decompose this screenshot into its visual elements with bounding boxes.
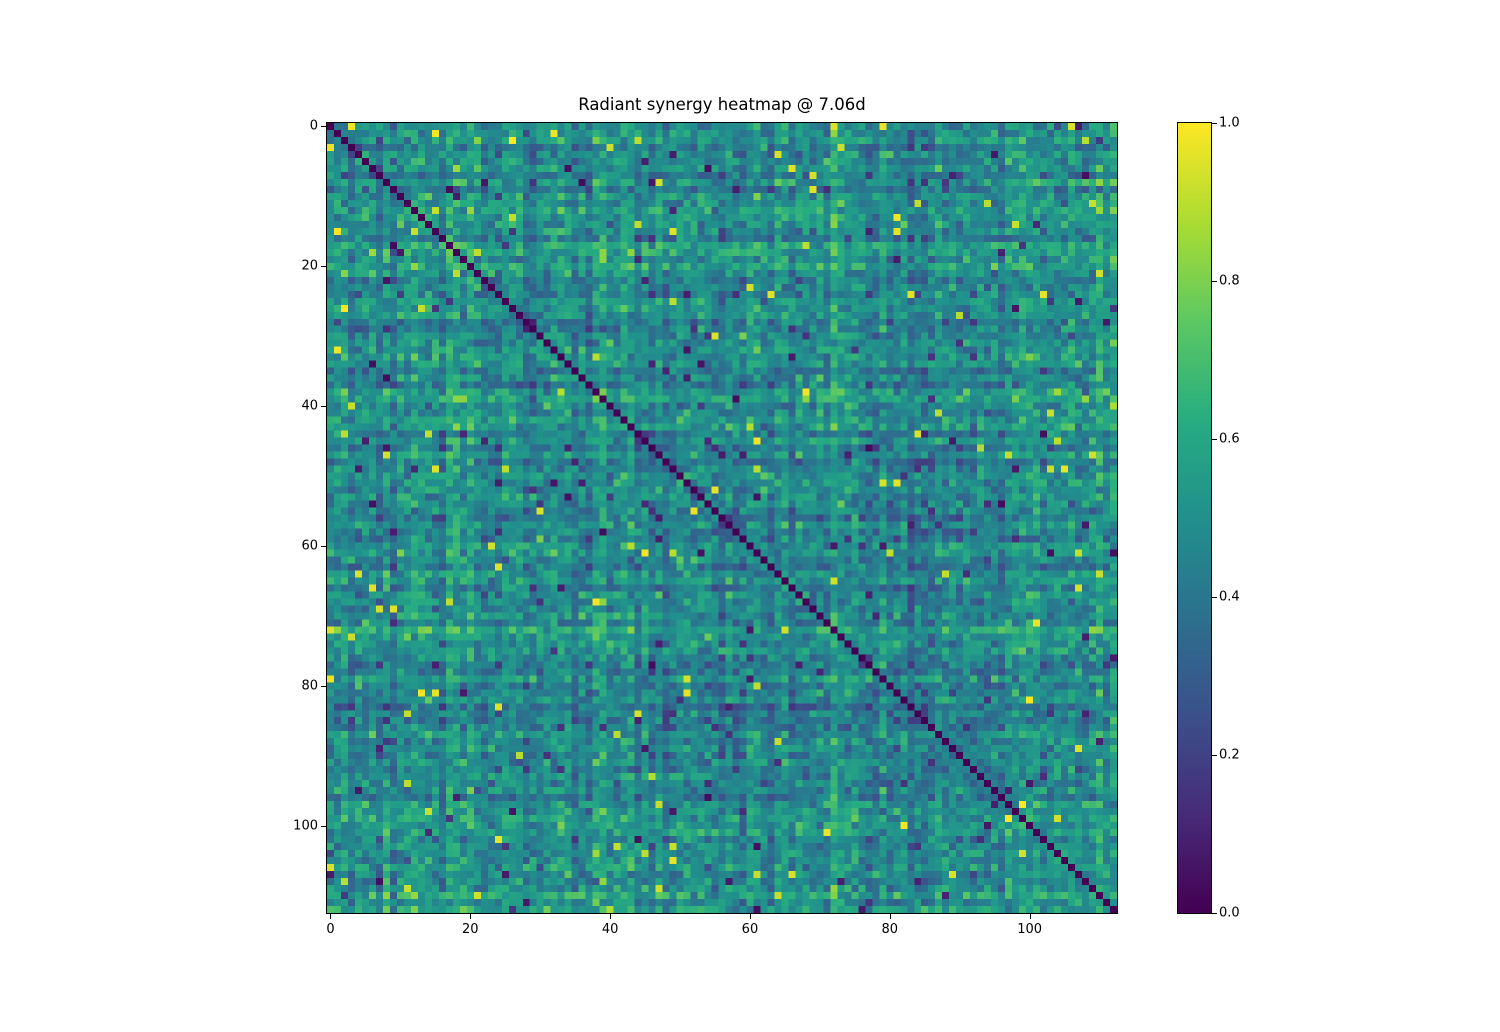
colorbar-tick-label: 0.6	[1219, 431, 1240, 447]
y-tick-mark	[321, 406, 326, 408]
colorbar-tick-label: 0.8	[1219, 273, 1240, 289]
x-tick-label: 20	[462, 922, 479, 937]
colorbar-tick-mark	[1212, 913, 1217, 914]
plot-title: Radiant synergy heatmap @ 7.06d	[578, 95, 866, 114]
y-tick-mark	[321, 685, 326, 687]
x-tick-label: 100	[1017, 922, 1043, 937]
colorbar-tick-mark	[1212, 597, 1217, 598]
heatmap-image	[327, 123, 1117, 913]
colorbar-tick-label: 0.2	[1219, 747, 1240, 763]
x-tick-mark	[470, 914, 472, 919]
y-tick-mark	[321, 126, 326, 128]
x-tick-mark	[330, 914, 332, 919]
x-tick-mark	[610, 914, 612, 919]
y-tick-label: 60	[301, 538, 318, 554]
y-tick-label: 0	[309, 118, 318, 134]
x-tick-mark	[1029, 914, 1031, 919]
x-tick-label: 60	[741, 922, 759, 937]
colorbar-tick-mark	[1212, 281, 1217, 282]
x-tick-mark	[889, 914, 891, 919]
colorbar-tick-mark	[1212, 123, 1217, 124]
y-tick-label: 100	[293, 818, 318, 834]
y-tick-mark	[321, 545, 326, 547]
y-tick-mark	[321, 825, 326, 827]
heatmap-axes	[326, 122, 1118, 914]
colorbar-tick-label: 0.0	[1219, 905, 1240, 921]
colorbar-tick-label: 0.4	[1219, 589, 1240, 605]
x-tick-label: 40	[601, 922, 619, 937]
colorbar-tick-mark	[1212, 755, 1217, 756]
colorbar-tick-mark	[1212, 439, 1217, 440]
y-tick-label: 20	[301, 258, 318, 274]
x-tick-label: 80	[881, 922, 899, 937]
colorbar-gradient	[1178, 123, 1211, 913]
y-tick-label: 80	[301, 678, 318, 694]
y-tick-mark	[321, 266, 326, 268]
y-tick-label: 40	[301, 398, 318, 414]
colorbar-tick-label: 1.0	[1219, 115, 1240, 131]
colorbar	[1177, 122, 1212, 914]
x-tick-mark	[749, 914, 751, 919]
x-tick-label: 0	[326, 922, 335, 937]
